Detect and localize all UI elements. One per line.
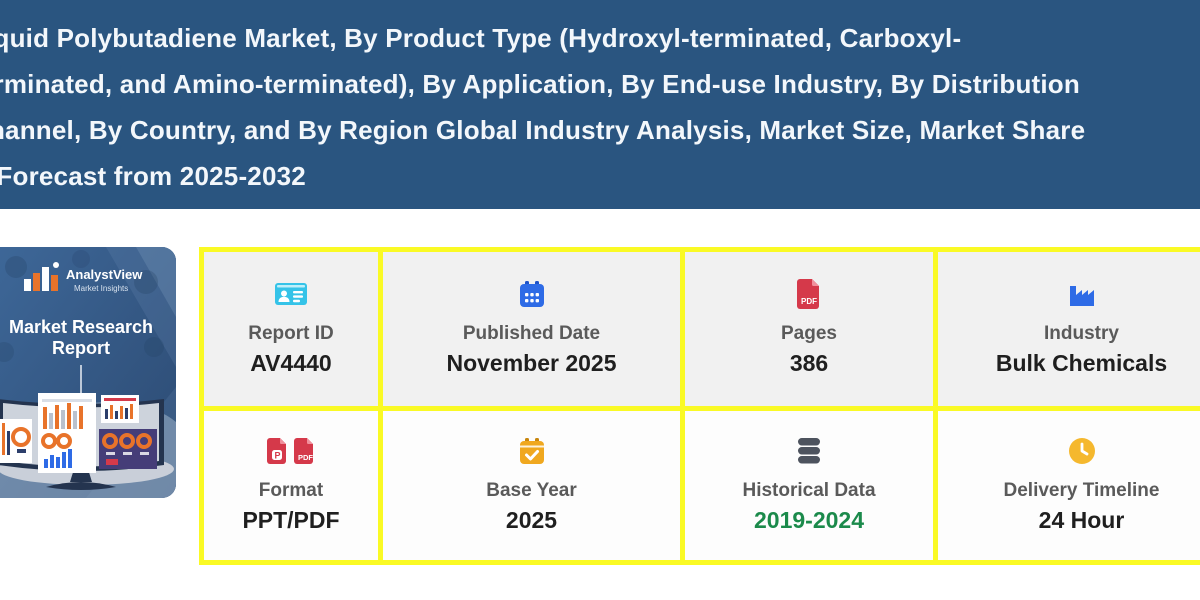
svg-text:PDF: PDF — [298, 453, 313, 462]
report-title-banner: Liquid Polybutadiene Market, By Product … — [0, 0, 1200, 209]
title-line-1: Liquid Polybutadiene Market, By Product … — [0, 23, 962, 53]
cover-title-line1: Market Research — [9, 317, 153, 337]
id-card-icon — [274, 278, 308, 310]
calendar-icon — [517, 278, 547, 310]
meta-value: 2025 — [505, 506, 558, 533]
meta-label: Report ID — [248, 323, 334, 344]
cover-illustration: AnalystView Market Insights Market Resea… — [0, 247, 176, 498]
chart-card-purple — [99, 429, 157, 469]
meta-value: PPT/PDF — [242, 506, 340, 533]
chart-card-center — [38, 393, 96, 473]
analystview-logo-icon — [24, 262, 59, 291]
meta-value: Bulk Chemicals — [995, 350, 1168, 376]
meta-value: 386 — [789, 350, 829, 376]
meta-cell-delivery-timeline: Delivery Timeline 24 Hour — [938, 411, 1200, 560]
meta-cell-base-year: Base Year 2025 — [383, 411, 680, 560]
meta-cell-industry: Industry Bulk Chemicals — [938, 252, 1200, 406]
factory-icon — [1067, 278, 1097, 310]
meta-label: Pages — [781, 323, 837, 344]
title-line-3: Channel, By Country, and By Region Globa… — [0, 115, 1086, 145]
calendar-check-icon — [517, 435, 547, 467]
meta-value: AV4440 — [250, 350, 332, 376]
cover-title-line2: Report — [52, 338, 110, 358]
pdf-file-icon: PDF — [796, 278, 822, 310]
brand-tagline-text: Market Insights — [74, 284, 128, 293]
title-line-2: terminated, and Amino-terminated), By Ap… — [0, 69, 1080, 99]
meta-cell-format: P PDF Format PPT/PDF — [204, 411, 378, 560]
svg-text:P: P — [274, 450, 280, 460]
chart-card-topright — [101, 395, 139, 423]
meta-label: Base Year — [486, 479, 577, 501]
meta-label: Delivery Timeline — [1003, 479, 1160, 501]
title-line-4: & Forecast from 2025-2032 — [0, 161, 306, 191]
svg-text:PDF: PDF — [801, 297, 817, 306]
report-cover-thumbnail: AnalystView Market Insights Market Resea… — [0, 247, 176, 498]
ppt-pdf-files-icon: P PDF — [266, 435, 316, 467]
meta-value: 24 Hour — [1038, 506, 1125, 533]
meta-label: Historical Data — [742, 479, 876, 501]
database-icon — [795, 435, 823, 467]
meta-label: Format — [258, 479, 324, 501]
meta-value: 2019-2024 — [754, 506, 864, 533]
meta-label: Industry — [1044, 323, 1119, 344]
meta-cell-pages: PDF Pages 386 — [685, 252, 933, 406]
page-title: Liquid Polybutadiene Market, By Product … — [0, 15, 1200, 199]
meta-cell-published-date: Published Date November 2025 — [383, 252, 680, 406]
meta-cell-report-id: Report ID AV4440 — [204, 252, 378, 406]
report-meta-grid: Report ID AV4440 Published Date November… — [199, 247, 1200, 565]
clock-icon — [1067, 435, 1097, 467]
meta-cell-historical-data: Historical Data 2019-2024 — [685, 411, 933, 560]
chart-card-left — [0, 419, 32, 463]
meta-label: Published Date — [462, 323, 601, 344]
meta-value: November 2025 — [446, 350, 617, 376]
brand-name-text: AnalystView — [66, 267, 143, 282]
